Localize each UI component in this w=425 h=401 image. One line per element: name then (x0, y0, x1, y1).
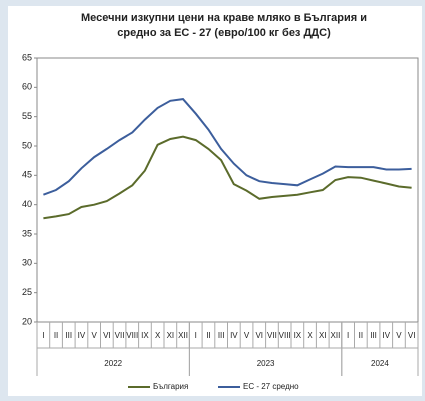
x-tick-label: IX (294, 331, 302, 340)
series-line (43, 135, 412, 220)
x-tick-label: X (307, 331, 313, 340)
y-tick-label: 25 (22, 287, 32, 297)
x-tick-label: III (370, 331, 377, 340)
x-tick-label: I (42, 331, 44, 340)
x-tick-label: V (91, 331, 97, 340)
legend-label: ЕС - 27 средно (243, 382, 299, 391)
x-tick-label: IV (382, 331, 390, 340)
x-tick-label: III (218, 331, 225, 340)
x-tick-label: III (65, 331, 72, 340)
y-tick-label: 35 (22, 228, 32, 238)
y-tick-label: 45 (22, 170, 32, 180)
x-tick-label: XI (319, 331, 327, 340)
x-tick-label: VIII (126, 331, 138, 340)
x-tick-label: VIII (279, 331, 291, 340)
x-tick-label: V (244, 331, 250, 340)
x-tick-label: II (54, 331, 58, 340)
x-tick-label: XII (178, 331, 188, 340)
x-tick-label: IV (78, 331, 86, 340)
y-tick-label: 40 (22, 199, 32, 209)
x-tick-label: X (155, 331, 161, 340)
y-tick-label: 30 (22, 258, 32, 268)
group-label: 2023 (257, 359, 275, 368)
x-tick-label: IV (230, 331, 238, 340)
chart-subtitle: средно за ЕС - 27 (евро/100 кг без ДДС) (117, 27, 331, 39)
x-tick-label: II (359, 331, 363, 340)
x-tick-label: I (347, 331, 349, 340)
legend-label: България (153, 382, 188, 391)
x-tick-label: I (195, 331, 197, 340)
x-tick-label: VI (408, 331, 416, 340)
y-tick-label: 55 (22, 111, 32, 121)
x-tick-label: V (396, 331, 402, 340)
x-tick-label: XII (331, 331, 341, 340)
y-tick-label: 60 (22, 82, 32, 92)
series-line (43, 98, 412, 196)
y-tick-label: 50 (22, 140, 32, 150)
x-tick-label: VII (267, 331, 277, 340)
x-tick-label: VI (103, 331, 111, 340)
x-tick-label: VI (255, 331, 263, 340)
group-label: 2022 (104, 359, 122, 368)
x-tick-label: IX (141, 331, 149, 340)
y-tick-label: 65 (22, 52, 32, 62)
chart-title: Месечни изкупни цени на краве мляко в Бъ… (81, 12, 367, 24)
x-tick-label: XI (167, 331, 175, 340)
group-label: 2024 (371, 359, 389, 368)
y-tick-label: 20 (22, 316, 32, 326)
x-tick-label: VII (115, 331, 125, 340)
x-tick-label: II (206, 331, 210, 340)
